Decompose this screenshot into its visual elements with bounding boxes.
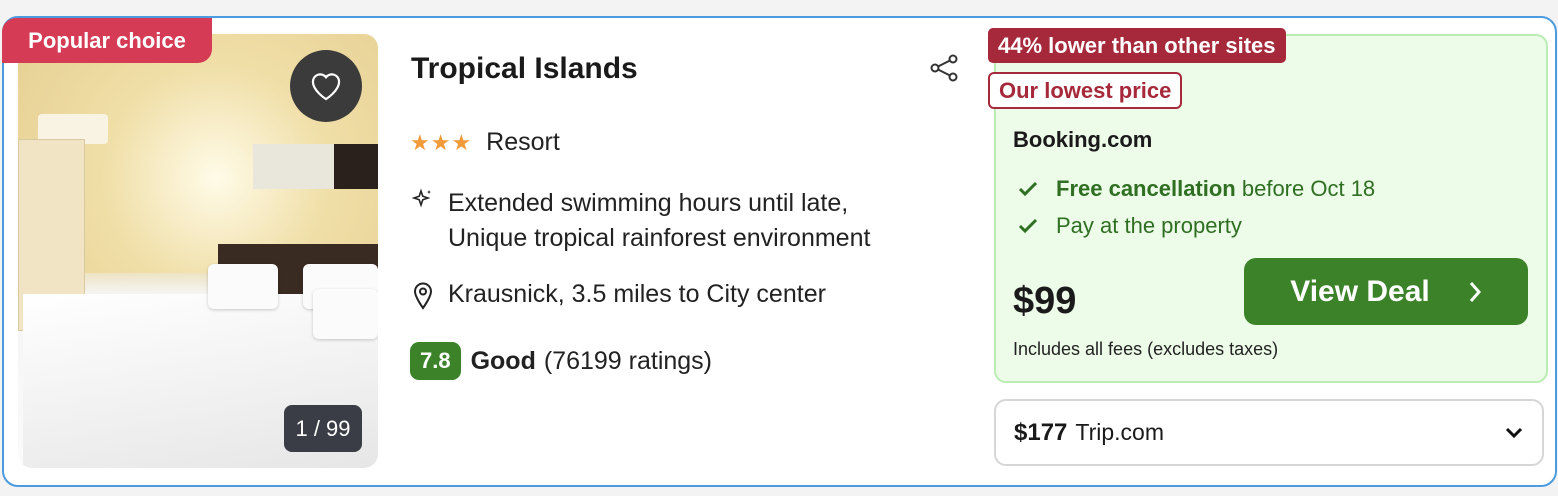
rating-label: Good [470, 346, 536, 375]
sparkle-icon [410, 186, 436, 212]
fees-note: Includes all fees (excludes taxes) [1013, 339, 1279, 359]
feature-text: Pay at the property [1056, 213, 1242, 238]
view-deal-button[interactable]: View Deal [1244, 258, 1528, 325]
favorite-button[interactable] [290, 50, 362, 122]
rating-score: 7.8 [410, 342, 461, 380]
hotel-photo[interactable] [18, 34, 378, 468]
highlights: Extended swimming hours until late, Uniqu… [410, 186, 870, 256]
share-button[interactable] [928, 52, 960, 84]
savings-badge: 44% lower than other sites [988, 28, 1286, 63]
alt-provider: Trip.com [1075, 419, 1164, 445]
view-deal-label: View Deal [1290, 274, 1430, 308]
feature-text: before Oct 18 [1235, 176, 1376, 201]
feature-bold: Free cancellation [1056, 176, 1236, 201]
location-pin-icon [410, 280, 436, 310]
chevron-right-icon [1469, 281, 1481, 302]
feature-free-cancellation: Free cancellation before Oct 18 [1018, 176, 1375, 202]
location-text: Krausnick, 3.5 miles to City center [448, 280, 826, 308]
property-type: Resort [486, 128, 560, 156]
share-icon [930, 54, 958, 82]
location: Krausnick, 3.5 miles to City center [410, 280, 826, 310]
chevron-down-icon [1505, 427, 1523, 438]
highlight-1: Extended swimming hours until late, [448, 189, 849, 217]
deal-price: $99 [1013, 280, 1077, 322]
rating-count: (76199 ratings) [543, 346, 713, 375]
star-rating: ★★★ [410, 130, 473, 155]
lowest-price-badge: Our lowest price [988, 72, 1183, 109]
feature-pay-at-property: Pay at the property [1018, 213, 1242, 239]
guest-rating[interactable]: 7.8 Good (76199 ratings) [410, 342, 712, 380]
hotel-name[interactable]: Tropical Islands [411, 52, 638, 85]
check-icon [1018, 218, 1040, 234]
alternative-deal-dropdown[interactable]: $177 Trip.com [994, 399, 1544, 466]
hotel-class: ★★★ Resort [410, 128, 560, 158]
check-icon [1018, 181, 1040, 197]
heart-icon [311, 73, 341, 101]
photo-counter: 1 / 99 [284, 405, 362, 452]
deal-provider: Booking.com [1013, 127, 1153, 152]
popular-choice-badge: Popular choice [2, 18, 212, 63]
alt-price: $177 [1014, 418, 1068, 446]
highlight-2: Unique tropical rainforest environment [448, 224, 871, 252]
